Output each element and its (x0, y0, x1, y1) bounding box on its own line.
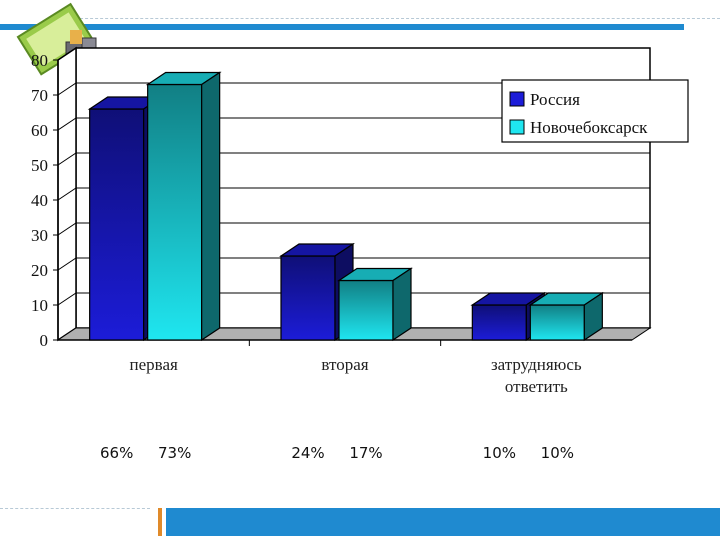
top-blue-bar (0, 24, 684, 30)
percent-label-russia: 66% (100, 444, 133, 462)
bar-novocheboksarsk-0-front (147, 83, 203, 341)
bar-russia-0-front (89, 108, 145, 341)
y-tick-label: 40 (31, 191, 48, 210)
gridline (57, 257, 650, 271)
bar-novocheboksarsk-0 (145, 71, 222, 342)
percent-label-novocheboksarsk: 10% (541, 444, 574, 462)
legend-label: Новочебоксарск (530, 118, 648, 137)
category-label: затрудняюсь (491, 355, 582, 374)
bar-novocheboksarsk-2-front (529, 304, 585, 341)
gridline (57, 47, 650, 61)
percent-label-novocheboksarsk: 73% (158, 444, 191, 462)
category-label: вторая (321, 355, 368, 374)
y-tick-label: 0 (40, 331, 49, 350)
bar-novocheboksarsk-2-side (583, 291, 603, 342)
chart-bars (87, 71, 605, 342)
legend-swatch (509, 91, 525, 107)
percent-label-russia: 10% (483, 444, 516, 462)
y-tick-label: 30 (31, 226, 48, 245)
bottom-blue-bar (166, 508, 720, 536)
bar-novocheboksarsk-0-side (201, 71, 221, 342)
bar-novocheboksarsk-2 (528, 291, 605, 342)
percent-label-russia: 24% (291, 444, 324, 462)
legend-swatch (509, 119, 525, 135)
gridline (57, 187, 650, 201)
gridline (57, 82, 650, 96)
y-axis: 0 10 20 30 40 50 60 70 80 (31, 51, 59, 350)
gridline (57, 152, 650, 166)
gridline (57, 117, 650, 131)
y-tick-label: 60 (31, 121, 48, 140)
top-dotted-line (60, 18, 720, 19)
chart-legend: Россия Новочебоксарск (501, 79, 689, 143)
gridline (57, 222, 650, 236)
bar-russia-1-front (280, 255, 336, 341)
percent-label-novocheboksarsk: 17% (349, 444, 382, 462)
bar-novocheboksarsk-1 (337, 267, 413, 342)
legend-label: Россия (530, 90, 580, 109)
bar-novocheboksarsk-1-front (338, 279, 394, 341)
bottom-accent-bar (158, 508, 162, 536)
bottom-dotted-line (0, 508, 150, 509)
category-label: ответить (505, 377, 568, 396)
y-tick-label: 80 (31, 51, 48, 70)
legend-box (501, 79, 689, 143)
y-tick-label: 10 (31, 296, 48, 315)
category-labels: первая вторая затрудняюсь ответить (130, 355, 582, 396)
bar-russia-2-front (471, 304, 527, 341)
y-tick-label: 20 (31, 261, 48, 280)
y-tick-label: 50 (31, 156, 48, 175)
bar-novocheboksarsk-1-side (392, 267, 412, 342)
percent-labels: 66% 73% 24% 17% 10% 10% (100, 444, 574, 462)
y-tick-label: 70 (31, 86, 48, 105)
gridline (57, 292, 650, 306)
category-label: первая (130, 355, 178, 374)
